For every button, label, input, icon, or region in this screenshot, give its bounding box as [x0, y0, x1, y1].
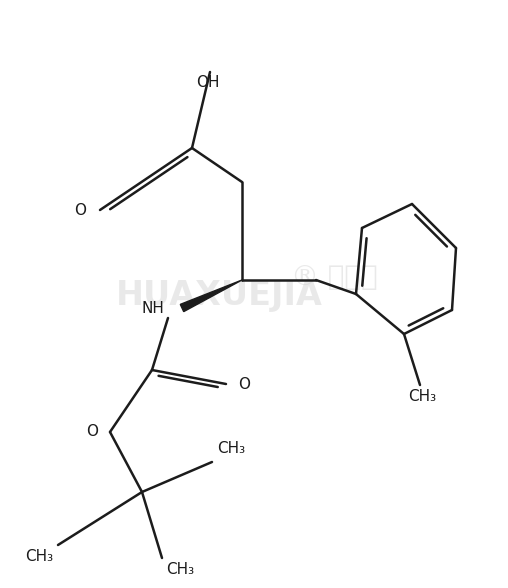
Text: OH: OH: [196, 75, 220, 90]
Text: NH: NH: [141, 300, 164, 316]
Text: HUAXUEJIA: HUAXUEJIA: [115, 279, 323, 312]
Polygon shape: [180, 280, 242, 312]
Text: CH₃: CH₃: [25, 549, 53, 564]
Text: CH₃: CH₃: [166, 562, 194, 577]
Text: CH₃: CH₃: [408, 389, 436, 404]
Text: CH₃: CH₃: [217, 441, 245, 456]
Text: O: O: [238, 376, 250, 392]
Text: O: O: [74, 202, 86, 218]
Text: O: O: [86, 425, 98, 439]
Text: ® 化学加: ® 化学加: [291, 263, 377, 291]
